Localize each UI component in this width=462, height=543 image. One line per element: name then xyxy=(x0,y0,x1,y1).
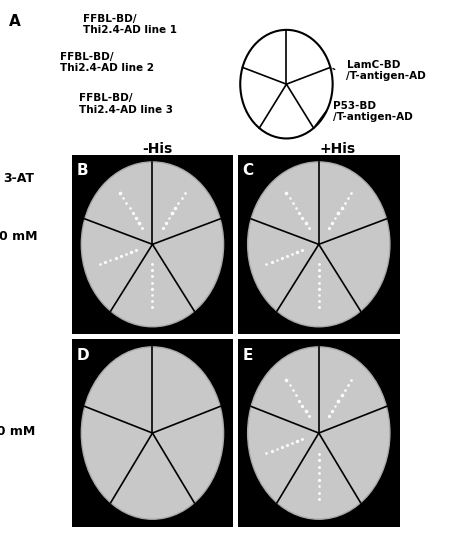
Bar xyxy=(72,339,233,527)
Text: E: E xyxy=(243,348,253,363)
Ellipse shape xyxy=(81,347,224,519)
Ellipse shape xyxy=(248,347,390,519)
Text: A: A xyxy=(9,14,21,29)
Ellipse shape xyxy=(81,162,224,327)
Text: +His: +His xyxy=(319,142,355,156)
Text: FFBL-BD/
Thi2.4-AD line 2: FFBL-BD/ Thi2.4-AD line 2 xyxy=(60,52,154,73)
Text: FFBL-BD/
Thi2.4-AD line 3: FFBL-BD/ Thi2.4-AD line 3 xyxy=(79,93,172,115)
Text: -His: -His xyxy=(142,142,172,156)
Text: P53-BD
/T-antigen-AD: P53-BD /T-antigen-AD xyxy=(333,100,413,122)
Bar xyxy=(238,155,400,334)
Text: FFBL-BD/
Thi2.4-AD line 1: FFBL-BD/ Thi2.4-AD line 1 xyxy=(83,14,177,35)
Text: 10 mM: 10 mM xyxy=(0,425,35,438)
Bar xyxy=(72,155,233,334)
Bar xyxy=(238,339,400,527)
Text: D: D xyxy=(76,348,89,363)
Text: B: B xyxy=(76,163,88,178)
Text: 0 mM: 0 mM xyxy=(0,230,38,243)
Text: C: C xyxy=(243,163,254,178)
Text: 3-AT: 3-AT xyxy=(3,172,34,185)
Ellipse shape xyxy=(248,162,390,327)
Text: LamC-BD
/T-antigen-AD: LamC-BD /T-antigen-AD xyxy=(346,60,426,81)
